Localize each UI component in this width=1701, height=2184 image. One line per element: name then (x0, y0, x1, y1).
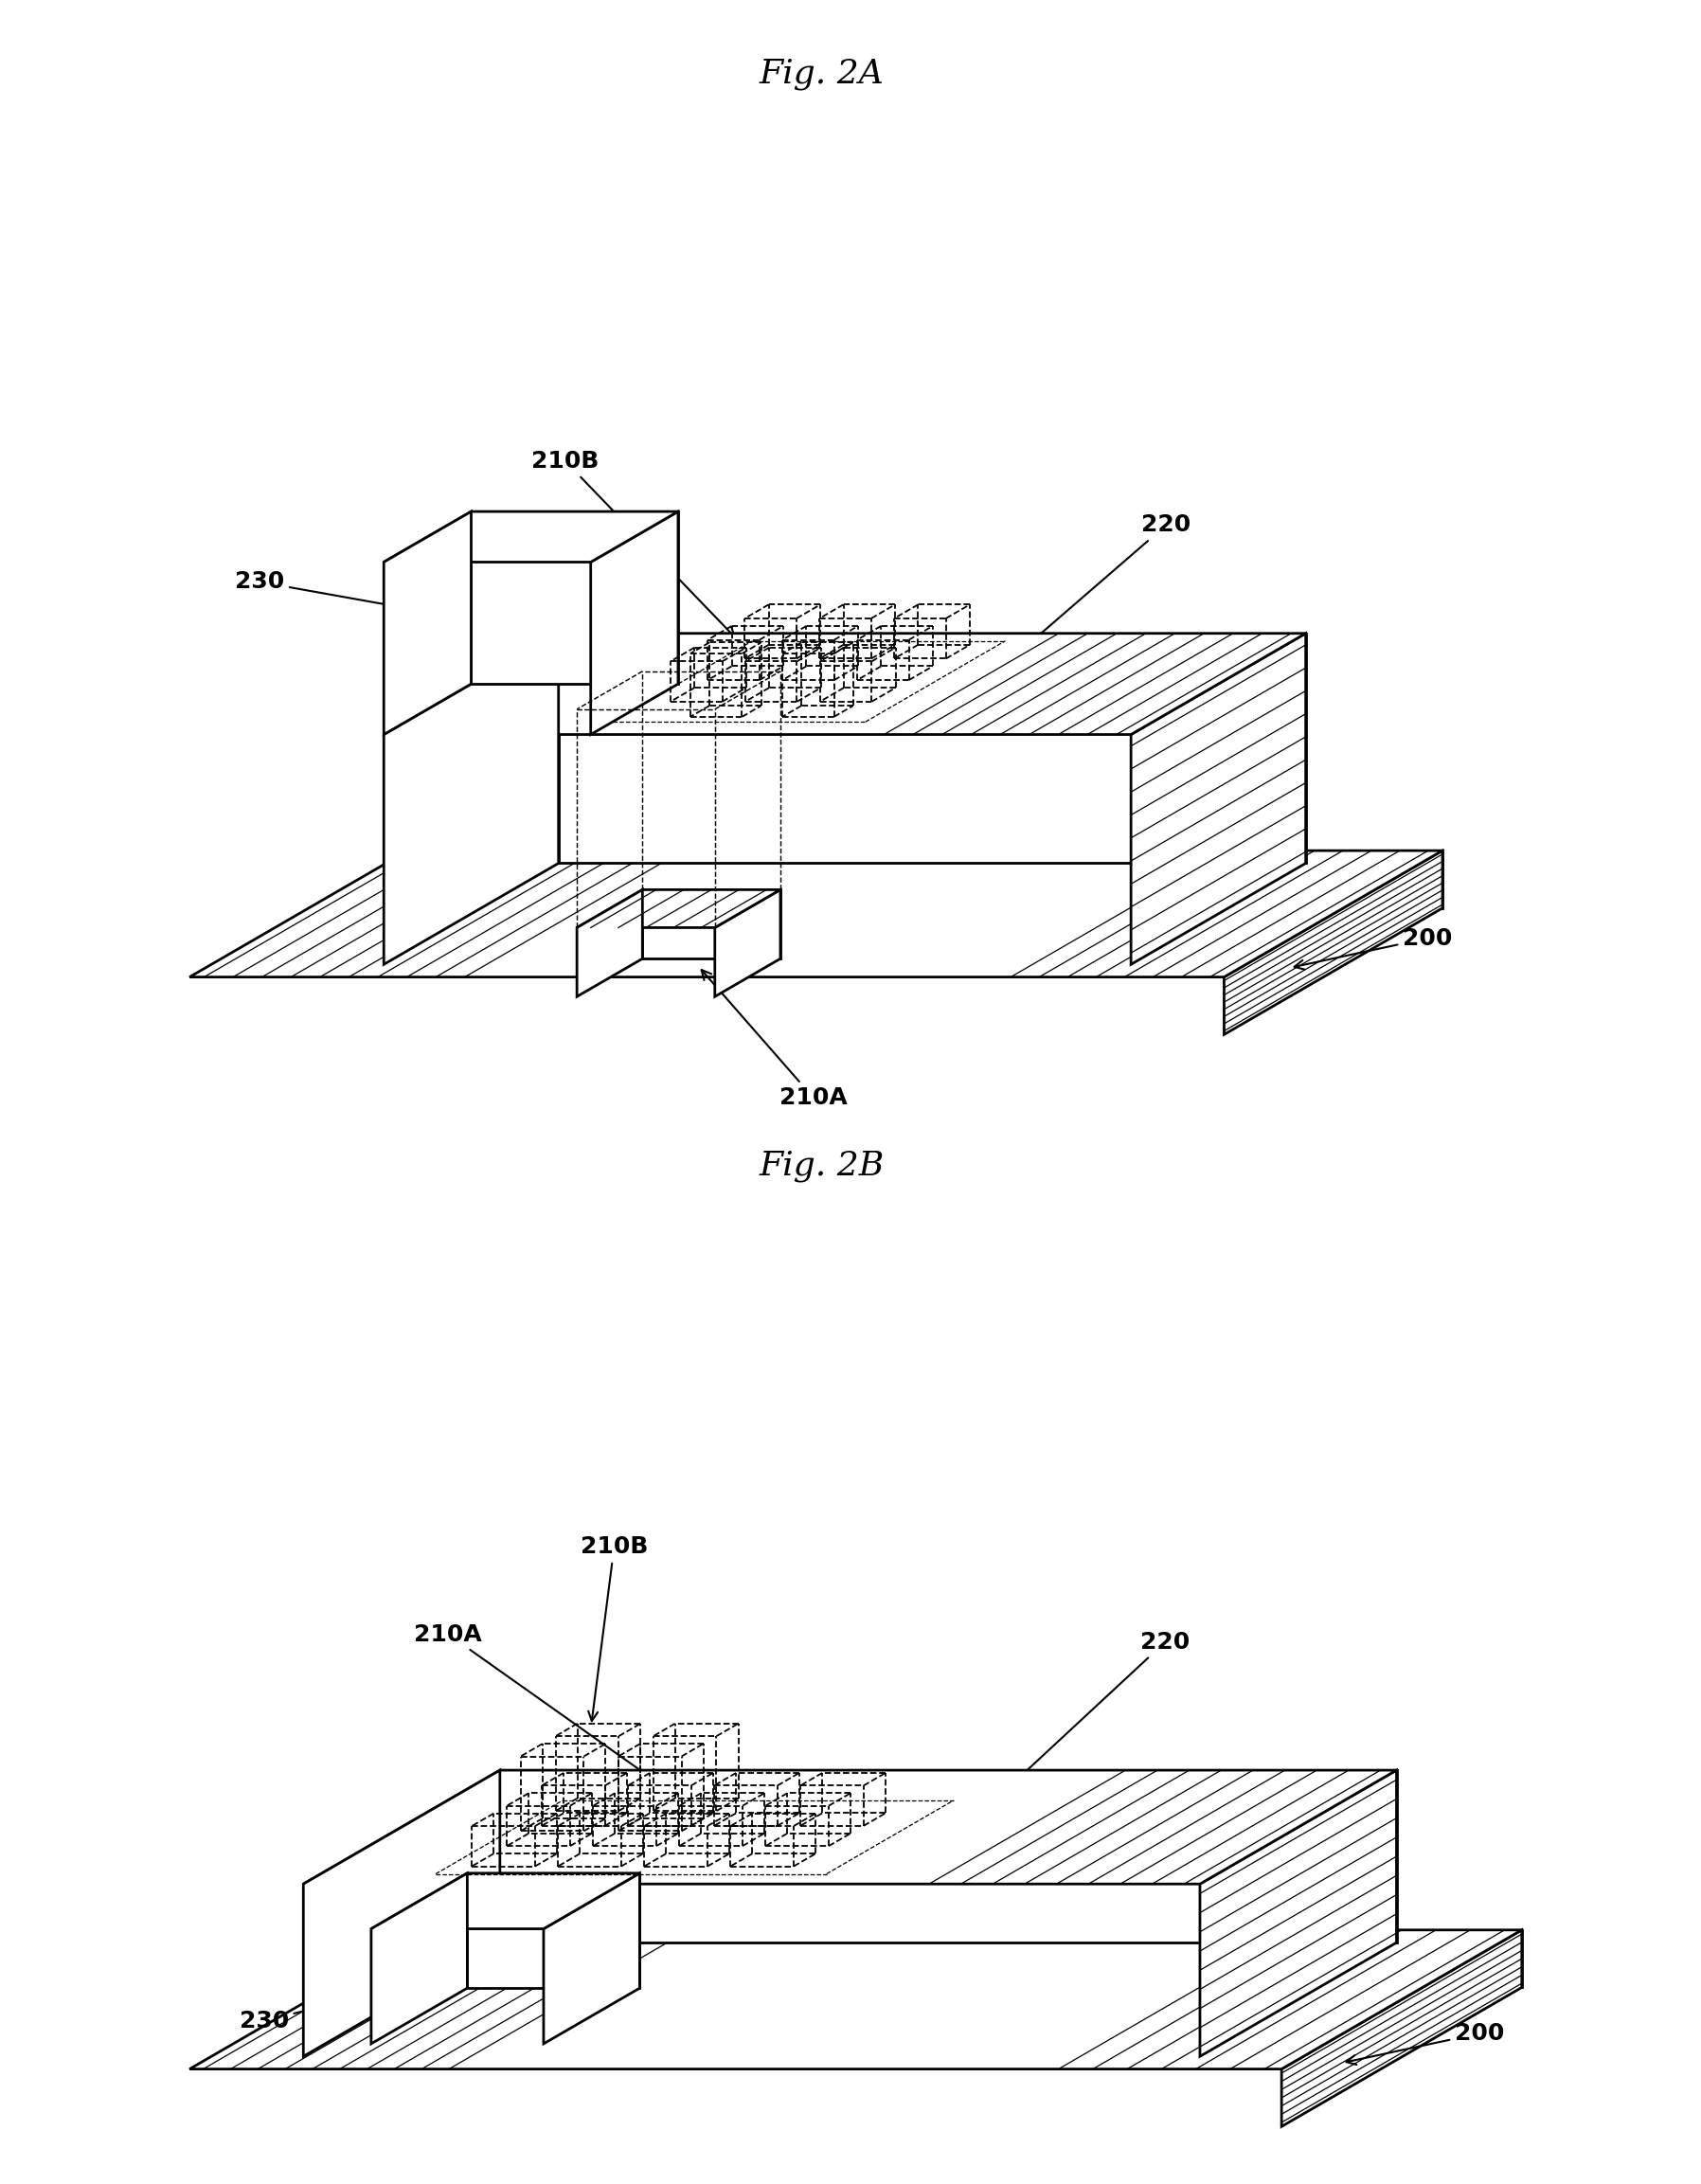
Text: Fig. 2A: Fig. 2A (759, 57, 885, 90)
Polygon shape (577, 889, 781, 928)
Text: 210B: 210B (580, 1535, 648, 1721)
Polygon shape (558, 633, 1306, 863)
Polygon shape (384, 633, 558, 965)
Polygon shape (371, 1874, 640, 1928)
Polygon shape (430, 1931, 1522, 1987)
Polygon shape (371, 1874, 468, 2044)
Text: 230: 230 (235, 570, 485, 625)
Polygon shape (500, 1771, 1397, 1942)
Polygon shape (189, 850, 1442, 976)
Polygon shape (544, 1874, 640, 2044)
Polygon shape (303, 1771, 500, 2057)
Polygon shape (303, 1771, 1397, 1885)
Polygon shape (1225, 850, 1442, 1035)
Polygon shape (189, 1931, 1522, 2068)
Polygon shape (468, 1874, 640, 1987)
Text: 230: 230 (240, 1968, 466, 2031)
Text: 220: 220 (939, 1631, 1191, 1852)
Polygon shape (714, 889, 781, 996)
Polygon shape (1281, 1931, 1522, 2127)
Text: 210B: 210B (532, 450, 735, 638)
Text: 200: 200 (1347, 2022, 1504, 2064)
Polygon shape (471, 511, 679, 684)
Text: 220: 220 (963, 513, 1191, 701)
Text: 210A: 210A (701, 970, 847, 1109)
Polygon shape (643, 889, 781, 959)
Polygon shape (384, 511, 679, 561)
Polygon shape (1199, 1771, 1397, 2057)
Polygon shape (1131, 633, 1306, 965)
Text: 210A: 210A (415, 1623, 697, 1811)
Polygon shape (577, 889, 643, 996)
Polygon shape (384, 633, 1306, 734)
Polygon shape (590, 511, 679, 734)
Text: Fig. 2B: Fig. 2B (759, 1149, 885, 1182)
Polygon shape (384, 511, 471, 734)
Text: 200: 200 (1294, 926, 1453, 970)
Polygon shape (408, 850, 1442, 909)
